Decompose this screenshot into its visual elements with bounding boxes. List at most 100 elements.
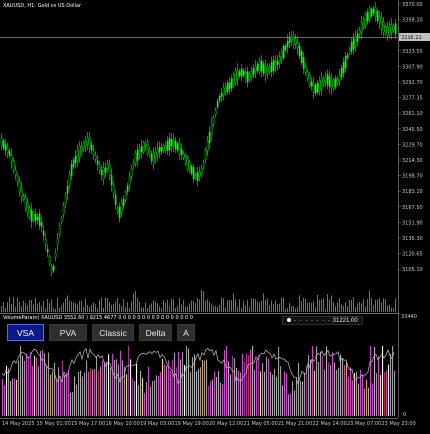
candle-body bbox=[98, 164, 101, 171]
volume-bar bbox=[31, 300, 32, 312]
volume-bar bbox=[315, 307, 316, 312]
candle-body bbox=[156, 147, 159, 156]
candle-body bbox=[256, 63, 259, 72]
candle-body bbox=[388, 24, 391, 36]
volume-bar bbox=[295, 308, 296, 312]
candle-body bbox=[386, 26, 389, 37]
indicator-bar bbox=[236, 368, 238, 416]
candle-body bbox=[220, 92, 223, 98]
marker-handle-icon[interactable] bbox=[287, 318, 291, 323]
volume-bar bbox=[303, 298, 304, 312]
candle-body bbox=[298, 46, 301, 56]
volume-bar bbox=[311, 302, 312, 312]
volume-bar bbox=[199, 299, 200, 312]
indicator-bar bbox=[250, 349, 252, 416]
volume-bar bbox=[287, 307, 288, 312]
candle-body bbox=[206, 140, 209, 152]
indicator-bar bbox=[348, 376, 350, 416]
candle-body bbox=[76, 149, 79, 162]
volume-bar bbox=[309, 302, 310, 312]
candle-body bbox=[40, 222, 43, 227]
candle-body bbox=[34, 214, 37, 221]
horizontal-line-marker[interactable]: - - - - - - - 31221.00 bbox=[282, 316, 363, 325]
indicator-bar bbox=[298, 362, 300, 416]
candle-body bbox=[92, 150, 95, 155]
price-axis-label: 3167.50 bbox=[402, 205, 423, 211]
volume-bar bbox=[373, 305, 374, 312]
indicator-bar bbox=[364, 388, 366, 416]
candle-body bbox=[138, 148, 141, 155]
indicator-bar bbox=[164, 364, 166, 416]
price-axis-label: 3323.55 bbox=[402, 49, 423, 55]
candle-body bbox=[136, 149, 139, 161]
candle-body bbox=[382, 21, 385, 33]
volume-bar bbox=[307, 302, 308, 312]
candle-body bbox=[332, 79, 335, 89]
indicator-bar bbox=[70, 392, 72, 416]
candle-body bbox=[6, 147, 9, 154]
volume-bar bbox=[251, 298, 252, 312]
volume-bar bbox=[313, 301, 314, 312]
volume-bar bbox=[37, 303, 38, 312]
indicator-bar bbox=[214, 371, 216, 416]
chart-title: XAUUSD, H1: Gold vs US Dollar bbox=[3, 3, 82, 9]
indicator-bar bbox=[218, 371, 220, 416]
volume-bar bbox=[55, 308, 56, 312]
indicator-bar bbox=[312, 346, 314, 416]
volume-bar bbox=[45, 308, 46, 312]
volume-bar bbox=[275, 300, 276, 312]
candle-body bbox=[262, 63, 265, 74]
indicator-bar bbox=[392, 346, 394, 416]
candle-body bbox=[330, 79, 333, 88]
candle-body bbox=[244, 72, 247, 78]
indicator-bar bbox=[330, 364, 332, 416]
candle-body bbox=[166, 140, 169, 151]
volume-bar bbox=[161, 308, 162, 312]
volume-bar bbox=[187, 306, 188, 312]
volume-bar bbox=[59, 308, 60, 312]
indicator-bar bbox=[338, 367, 340, 416]
volume-bar bbox=[129, 307, 130, 312]
volume-bar bbox=[341, 304, 342, 312]
candle-body bbox=[212, 117, 215, 125]
vsa-button[interactable]: VSA bbox=[7, 324, 44, 341]
a-button[interactable]: A bbox=[177, 324, 195, 341]
candle-body bbox=[154, 152, 157, 158]
volume-bar bbox=[191, 300, 192, 312]
candle-body bbox=[50, 266, 53, 274]
volume-bar bbox=[93, 302, 94, 312]
indicator-bar bbox=[26, 353, 28, 416]
delta-button[interactable]: Delta bbox=[139, 324, 172, 341]
indicator-bar bbox=[154, 380, 156, 416]
volume-bar bbox=[339, 298, 340, 312]
candle-body bbox=[126, 185, 129, 192]
candle-body bbox=[32, 212, 35, 221]
candle-body bbox=[192, 167, 195, 180]
indicator-bar bbox=[316, 346, 318, 416]
indicator-axis-bottom: 0 bbox=[403, 412, 406, 418]
indicator-bar bbox=[10, 380, 12, 416]
price-axis-label: 3341.50 bbox=[402, 33, 423, 39]
candle-body bbox=[198, 171, 201, 177]
indicator-bar bbox=[238, 371, 240, 416]
indicator-bar bbox=[24, 360, 26, 416]
indicator-bar bbox=[66, 372, 68, 416]
pva-button[interactable]: PVA bbox=[49, 324, 87, 341]
candle-body bbox=[30, 209, 33, 222]
candle-body bbox=[20, 187, 23, 198]
candle-body bbox=[124, 192, 127, 201]
indicator-bar bbox=[252, 346, 254, 416]
volume-bar bbox=[103, 307, 104, 312]
candle-body bbox=[250, 71, 253, 77]
indicator-bar bbox=[126, 374, 128, 416]
indicator-bar bbox=[64, 375, 66, 416]
volume-bar bbox=[325, 308, 326, 312]
candle-body bbox=[130, 168, 133, 177]
time-axis: 14 May 2025 15 May 01:00 15 May 17:00 16 Ma… bbox=[2, 421, 416, 427]
volume-bar bbox=[1, 306, 2, 312]
volume-bar bbox=[387, 305, 388, 312]
indicator-bar bbox=[288, 394, 290, 416]
volume-bar bbox=[53, 307, 54, 312]
classic-button[interactable]: Classic bbox=[92, 324, 134, 341]
